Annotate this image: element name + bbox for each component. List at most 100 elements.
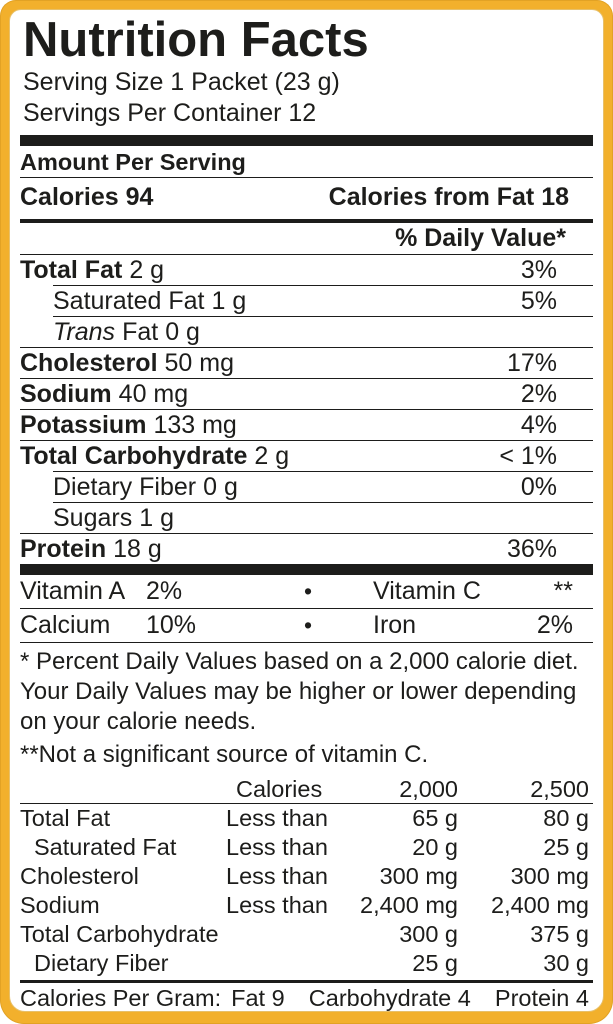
servings-per-container-line: Servings Per Container 12 <box>23 99 317 127</box>
vitamin-name: Iron <box>373 611 417 639</box>
nutrient-row-sugars: Sugars 1 g <box>20 503 593 533</box>
daily-value-header: % Daily Value* <box>395 224 566 252</box>
ref-label: Total Fat <box>20 805 111 831</box>
reference-row-dietary-fiber: Dietary Fiber 25 g 30 g <box>20 949 593 978</box>
divider <box>20 440 593 441</box>
nutrient-name: Saturated Fat <box>53 287 205 315</box>
nutrient-row-potassium: Potassium 133 mg 4% <box>20 410 593 440</box>
nutrient-dv: 36% <box>506 535 557 563</box>
medium-divider <box>20 219 593 223</box>
divider <box>20 254 593 255</box>
reference-row-cholesterol: Cholesterol Less than 300 mg 300 mg <box>20 862 593 891</box>
vitamin-row-calcium-iron: Calcium 10% • Iron 2% <box>20 609 593 642</box>
ref-qualifier <box>226 920 336 949</box>
header-calories: Calories <box>236 776 323 802</box>
divider-calories-per-gram <box>20 980 593 983</box>
vitamin-name: Vitamin C <box>373 577 481 605</box>
nutrient-row-saturated-fat: Saturated Fat 1 g 5% <box>20 286 593 316</box>
nutrient-amount: 0 g <box>203 473 238 501</box>
nutrient-name: Dietary Fiber <box>53 473 197 501</box>
ref-label: Saturated Fat <box>34 834 177 860</box>
divider-indented <box>53 502 593 503</box>
ref-2500: 30 g <box>543 950 589 976</box>
ref-label: Total Carbohydrate <box>20 921 219 947</box>
nutrient-name: Total Fat <box>20 256 123 284</box>
nutrient-amount: 40 mg <box>118 380 189 408</box>
nutrient-name: Sodium <box>20 380 112 408</box>
ref-qualifier <box>226 949 336 978</box>
ref-qualifier: Less than <box>226 805 328 831</box>
nutrient-name: Protein <box>20 535 107 563</box>
thick-divider-vitamins <box>20 564 593 575</box>
divider-indented <box>53 316 593 317</box>
ref-label: Cholesterol <box>20 863 139 889</box>
nutrient-amount: 50 mg <box>164 349 235 377</box>
amount-per-serving-heading: Amount Per Serving <box>20 149 246 175</box>
nutrient-dv: 0% <box>520 473 557 501</box>
reference-row-saturated-fat: Saturated Fat Less than 20 g 25 g <box>20 833 593 862</box>
cpg-carbohydrate: Carbohydrate 4 <box>308 985 471 1011</box>
header-2000: 2,000 <box>399 776 458 802</box>
ref-label: Sodium <box>20 892 100 918</box>
bullet-separator-icon: • <box>303 612 313 638</box>
ref-2500: 375 g <box>530 921 589 947</box>
nutrient-amount: 1 g <box>211 287 247 315</box>
divider <box>20 803 593 804</box>
vitamin-row-a-c: Vitamin A 2% • Vitamin C ** <box>20 575 593 608</box>
ref-qualifier: Less than <box>226 892 328 918</box>
vitamin-value: 10% <box>146 611 197 639</box>
nutrient-dv: 2% <box>520 380 557 408</box>
nutrient-dv: 5% <box>520 287 557 315</box>
nutrient-dv: 17% <box>506 349 557 377</box>
reference-row-sodium: Sodium Less than 2,400 mg 2,400 mg <box>20 891 593 920</box>
nutrient-row-cholesterol: Cholesterol 50 mg 17% <box>20 348 593 378</box>
bullet-separator-icon: • <box>303 578 313 604</box>
nutrient-amount: 18 g <box>113 535 162 563</box>
label-title: Nutrition Facts <box>23 13 369 67</box>
ref-2000: 300 mg <box>379 863 458 889</box>
vitamin-c-footnote: **Not a significant source of vitamin C. <box>20 741 429 768</box>
divider <box>20 409 593 410</box>
ref-2000: 25 g <box>412 950 458 976</box>
ref-2000: 2,400 mg <box>360 892 458 918</box>
divider <box>20 533 593 534</box>
nutrient-row-dietary-fiber: Dietary Fiber 0 g 0% <box>20 472 593 502</box>
nutrition-facts-label: Nutrition Facts Serving Size 1 Packet (2… <box>9 9 604 1012</box>
nutrient-name-italic: Trans <box>53 318 116 346</box>
calories-row: Calories 94 Calories from Fat 18 <box>20 178 593 219</box>
calories-value: Calories 94 <box>20 183 154 211</box>
nutrient-name: Total Carbohydrate <box>20 442 248 470</box>
vitamin-name: Vitamin A <box>20 577 126 605</box>
nutrient-dv: 4% <box>520 411 557 439</box>
daily-value-footnote: * Percent Daily Values based on a 2,000 … <box>20 648 579 735</box>
nutrient-amount: 1 g <box>139 504 174 532</box>
vitamin-value: ** <box>553 577 573 605</box>
reference-row-total-fat: Total Fat Less than 65 g 80 g <box>20 804 593 833</box>
nutrient-name: Cholesterol <box>20 349 158 377</box>
divider <box>20 347 593 348</box>
divider-indented <box>53 285 593 286</box>
nutrient-row-protein: Protein 18 g 36% <box>20 534 593 564</box>
thick-divider-top <box>20 135 593 146</box>
ref-2500: 80 g <box>543 805 589 831</box>
ref-qualifier: Less than <box>226 863 328 889</box>
ref-2000: 20 g <box>412 834 458 860</box>
header-spacer <box>20 775 226 803</box>
reference-table-header: Calories 2,000 2,500 <box>20 775 593 803</box>
divider-indented <box>53 471 593 472</box>
serving-size-line: Serving Size 1 Packet (23 g) <box>23 68 340 96</box>
calories-from-fat-value: Calories from Fat 18 <box>328 183 569 211</box>
calories-per-gram-row: Calories Per Gram: Fat 9 Carbohydrate 4 P… <box>20 983 593 1011</box>
divider <box>20 608 593 609</box>
nutrient-row-sodium: Sodium 40 mg 2% <box>20 379 593 409</box>
cpg-protein: Protein 4 <box>494 985 589 1011</box>
header-2500: 2,500 <box>530 776 589 802</box>
label-header: Nutrition Facts Serving Size 1 Packet (2… <box>20 14 593 129</box>
nutrient-row-trans-fat: Trans Fat 0 g <box>20 317 593 347</box>
divider <box>20 177 593 178</box>
reference-row-total-carbohydrate: Total Carbohydrate 300 g 375 g <box>20 920 593 949</box>
nutrient-name: Fat <box>122 318 159 346</box>
nutrient-name: Potassium <box>20 411 147 439</box>
nutrient-dv <box>557 317 593 347</box>
ref-2000: 65 g <box>412 805 458 831</box>
